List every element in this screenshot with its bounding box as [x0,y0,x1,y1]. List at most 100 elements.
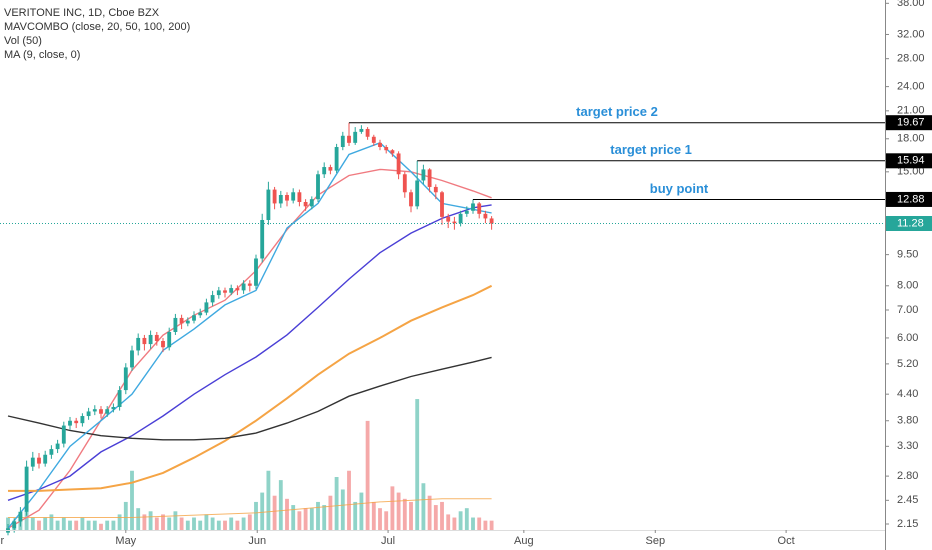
volume-bar [123,501,128,530]
volume-bar [371,501,376,530]
volume-bar [260,492,265,530]
candle-body [37,457,41,464]
level-label: 19.67 [897,117,925,129]
volume-bar [55,520,60,530]
volume-bar [322,505,327,530]
volume-bar [396,492,401,530]
candle-body [396,153,401,175]
x-tick-label: Jun [248,535,266,547]
y-tick-label: 38.00 [897,0,925,9]
candle-body [390,150,395,154]
volume-bar [111,520,116,530]
volume-bar [24,511,29,530]
candle-body [440,192,444,217]
candle-body [291,192,296,201]
legend-entry: MAVCOMBO (close, 20, 50, 100, 200) [4,21,190,33]
y-tick-label: 28.00 [897,53,925,65]
candle-body [353,131,358,143]
candle-body [285,195,289,201]
candle-body [136,337,141,351]
volume-bar [489,520,494,530]
candle-body [86,411,91,417]
volume-bar [49,514,54,530]
candle-body [18,511,23,522]
ma-line [7,356,492,441]
x-tick-label: Aug [514,535,534,547]
y-tick-label: 3.80 [897,415,918,427]
candle-body [309,199,314,207]
x-tick-label: May [115,535,136,547]
candle-body [204,302,209,313]
volume-bar [483,520,488,530]
volume-bar [471,517,475,530]
volume-bar [415,399,420,530]
candle-body [347,135,351,143]
volume-bar [378,508,382,530]
volume-bar [359,492,364,530]
candle-body [328,167,333,171]
volume-bar [198,520,203,530]
candle-body [402,174,407,193]
candle-body [223,290,227,293]
last-price-label: 11.28 [897,217,924,229]
candle-body [272,189,277,204]
volume-bar [272,495,277,530]
candle-body [471,203,475,211]
volume-bar [185,520,190,530]
candle-body [384,147,389,151]
candle-body [278,195,283,204]
level-label: 15.94 [897,155,925,167]
candle-body [61,425,66,444]
volume-bar [92,520,97,530]
volume-bar [117,514,122,530]
candle-body [74,420,79,424]
volume-bar [204,514,209,530]
volume-bar [235,520,240,530]
legend-entry: Vol (50) [4,35,42,47]
candle-body [142,337,147,345]
candle-body [12,521,17,529]
volume-bar [254,501,258,530]
volume-bar [216,520,221,530]
volume-bar [43,517,48,530]
y-tick-label: 18.00 [897,133,925,145]
candle-body [254,258,258,286]
level-box [886,115,932,131]
volume-bar [105,520,110,530]
candle-body [179,317,184,324]
volume-bar [477,517,482,530]
volume-bar [74,520,79,530]
candle-body [105,409,110,414]
ma-line [8,284,493,492]
volume-bar [409,501,413,530]
candle-body [148,334,153,345]
volume-bar [421,483,426,530]
volume-bar [353,501,358,530]
volume-bar [316,501,320,530]
volume-bar [154,517,159,530]
candle-body [185,320,190,324]
candle-body [173,317,178,332]
last-price-box [886,215,932,231]
volume-bar [309,508,314,530]
volume-bar [297,511,302,530]
y-tick-label: 2.15 [897,518,918,530]
volume-bar [86,520,91,530]
candle-body [458,213,463,224]
candle-body [433,186,438,193]
candle-body [316,174,320,200]
volume-bar [61,517,66,530]
candle-body [489,218,494,224]
level-annotation: buy point [650,181,709,196]
volume-bar [142,514,147,530]
volume-bar [291,505,296,530]
candle-body [297,192,302,203]
ma-line [7,141,492,529]
y-tick-label: 2.45 [897,494,918,506]
volume-bar [210,517,215,530]
y-tick-label: 5.20 [897,358,918,370]
volume-bar [223,520,227,530]
candle-body [210,295,215,303]
